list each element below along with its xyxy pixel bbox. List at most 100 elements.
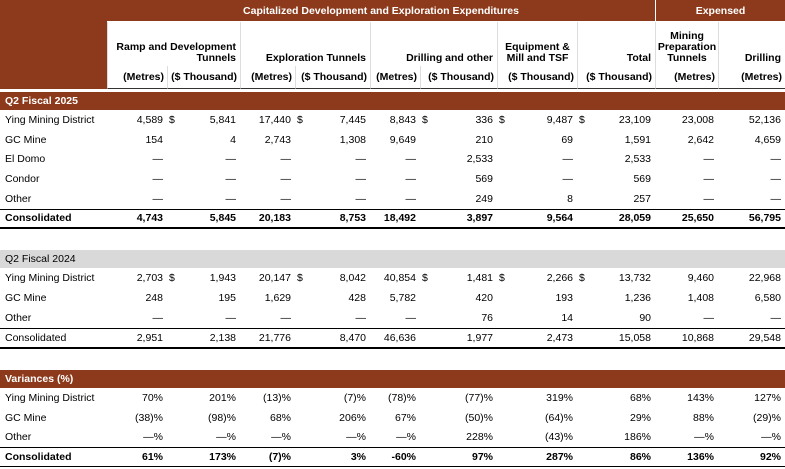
cell: — <box>562 172 574 185</box>
cell: — <box>405 153 417 166</box>
unit-header: ($ Thousand) <box>497 66 577 89</box>
row-label: GC Mine <box>5 133 47 146</box>
total-rule <box>0 447 785 449</box>
cell: 569 <box>475 172 493 185</box>
cell: 9,564 <box>546 212 573 225</box>
cell: — <box>355 192 367 205</box>
cell: 1,629 <box>264 292 291 304</box>
cell: 68% <box>269 411 291 424</box>
unit-header: (Metres) <box>655 66 718 89</box>
cell: 2,703 <box>136 272 163 284</box>
cell: — <box>703 172 715 185</box>
currency-symbol: $ <box>169 272 175 284</box>
cell: 319% <box>546 391 573 404</box>
cell: 257 <box>633 192 651 205</box>
unit-header: ($ Thousand) <box>577 66 655 89</box>
unit-header: ($ Thousand) <box>167 66 240 89</box>
cell: —% <box>143 431 163 444</box>
currency-symbol: $ <box>297 272 303 284</box>
unit-header: (Metres) <box>107 66 167 89</box>
cell: — <box>405 192 417 205</box>
cell: (77)% <box>464 391 493 404</box>
row-label: Condor <box>5 172 40 185</box>
cell: (29)% <box>752 411 781 424</box>
group-header: Drilling <box>718 22 785 66</box>
cell: 4,743 <box>136 212 163 225</box>
cell: 6,580 <box>754 292 781 304</box>
total-rule <box>0 227 785 229</box>
cell: — <box>152 153 164 166</box>
cell: — <box>225 192 237 205</box>
cell: 17,440 <box>258 113 291 126</box>
cell: 8 <box>567 192 573 205</box>
cell: — <box>225 172 237 185</box>
cell: 86% <box>629 450 651 463</box>
cell: 4,659 <box>754 133 781 146</box>
cell: 29,548 <box>748 332 781 344</box>
cell: (78)% <box>387 391 416 404</box>
cell: 23,109 <box>618 113 651 126</box>
cell: 201% <box>209 391 236 404</box>
cell: 13,732 <box>618 272 651 284</box>
unit-header: ($ Thousand) <box>295 66 370 89</box>
cell: 1,236 <box>624 292 651 304</box>
cell: — <box>405 312 417 324</box>
header-label-block <box>0 0 107 89</box>
cell: 92% <box>759 450 781 463</box>
group-header: Exploration Tunnels <box>240 22 370 66</box>
group-header: Total <box>577 22 655 66</box>
cell: 61% <box>141 450 163 463</box>
cell: 2,743 <box>264 133 291 146</box>
cell: 195 <box>218 292 236 304</box>
cell: — <box>152 192 164 205</box>
section-title: Q2 Fiscal 2024 <box>0 250 785 268</box>
cell: 88% <box>692 411 714 424</box>
cell: — <box>770 153 782 166</box>
cell: 2,138 <box>209 332 236 344</box>
row-label: Ying Mining District <box>5 113 95 126</box>
cell: 2,266 <box>546 272 573 284</box>
cell: — <box>770 192 782 205</box>
cell: 249 <box>475 192 493 205</box>
currency-symbol: $ <box>422 113 428 126</box>
group-header: Mining Preparation Tunnels <box>655 22 718 66</box>
cell: (98)% <box>207 411 236 424</box>
cell: —% <box>396 431 416 444</box>
cell: 10,868 <box>681 332 714 344</box>
cell: 1,977 <box>466 332 493 344</box>
cell: 25,650 <box>681 212 714 225</box>
cell: — <box>770 172 782 185</box>
cell: 68% <box>629 391 651 404</box>
cell: 1,481 <box>466 272 493 284</box>
cell: 193 <box>555 292 573 304</box>
cell: 8,753 <box>339 212 366 225</box>
group-header: Ramp and Development Tunnels <box>107 22 240 66</box>
cell: (50)% <box>464 411 493 424</box>
cell: — <box>280 172 292 185</box>
cell: — <box>225 312 237 324</box>
row-label: GC Mine <box>5 292 47 304</box>
cell: 127% <box>754 391 781 404</box>
cell: —% <box>271 431 291 444</box>
currency-symbol: $ <box>499 272 505 284</box>
cell: 4,589 <box>136 113 163 126</box>
cell: 2,473 <box>546 332 573 344</box>
unit-header: ($ Thousand) <box>420 66 497 89</box>
cell: 5,782 <box>389 292 416 304</box>
cell: 2,951 <box>136 332 163 344</box>
group-header: Drilling and other <box>370 22 497 66</box>
cell: 7,445 <box>339 113 366 126</box>
cell: — <box>280 312 292 324</box>
cell: — <box>562 153 574 166</box>
cell: 136% <box>687 450 714 463</box>
cell: 186% <box>624 431 651 444</box>
row-label: Consolidated <box>5 212 72 225</box>
cell: 21,776 <box>258 332 291 344</box>
cell: — <box>225 153 237 166</box>
cell: —% <box>216 431 236 444</box>
cell: —% <box>761 431 781 444</box>
cell: — <box>355 312 367 324</box>
currency-symbol: $ <box>579 272 585 284</box>
cell: 3,897 <box>466 212 493 225</box>
